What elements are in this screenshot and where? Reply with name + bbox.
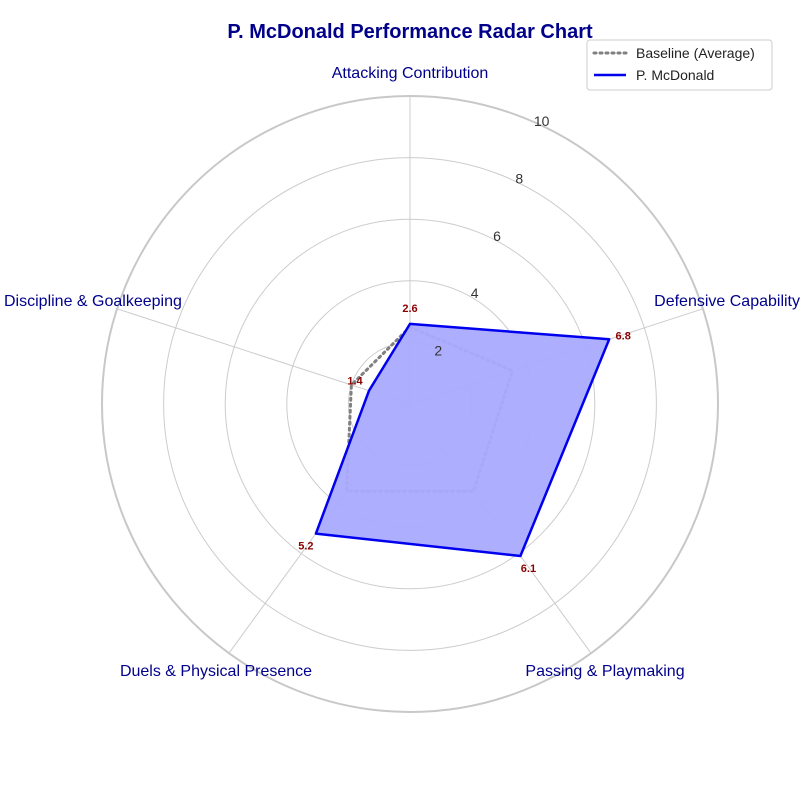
data-label-2: 6.1 <box>521 563 536 575</box>
axis-label-0: Attacking Contribution <box>332 65 489 82</box>
legend: Baseline (Average) P. McDonald <box>586 39 773 91</box>
axis-labels: Attacking Contribution Defensive Capabili… <box>4 65 800 680</box>
tick-label-2: 2 <box>434 343 442 359</box>
chart-title: P. McDonald Performance Radar Chart <box>227 21 593 43</box>
data-label-3: 5.2 <box>298 541 313 553</box>
data-labels: 2.6 6.8 6.1 5.2 1.4 <box>298 303 631 575</box>
axis-label-3: Duels & Physical Presence <box>120 663 312 680</box>
grid-spoke-4 <box>116 308 411 405</box>
player-series-area <box>315 323 610 556</box>
axis-label-1: Defensive Capability <box>654 293 800 310</box>
radial-tick-labels: 2 4 6 8 10 <box>434 113 549 359</box>
data-label-4: 1.4 <box>347 376 363 388</box>
tick-label-8: 8 <box>515 170 523 186</box>
legend-label-player: P. McDonald <box>636 67 714 83</box>
data-label-1: 6.8 <box>616 330 631 342</box>
player-series-line <box>314 322 611 558</box>
legend-box <box>586 39 773 91</box>
legend-label-baseline: Baseline (Average) <box>636 45 755 61</box>
data-label-0: 2.6 <box>402 303 417 315</box>
tick-label-4: 4 <box>471 285 479 301</box>
tick-label-10: 10 <box>534 113 550 129</box>
axis-label-2: Passing & Playmaking <box>525 663 684 680</box>
tick-label-6: 6 <box>493 228 501 244</box>
player-series <box>314 322 611 558</box>
axis-label-4: Discipline & Goalkeeping <box>4 293 182 310</box>
